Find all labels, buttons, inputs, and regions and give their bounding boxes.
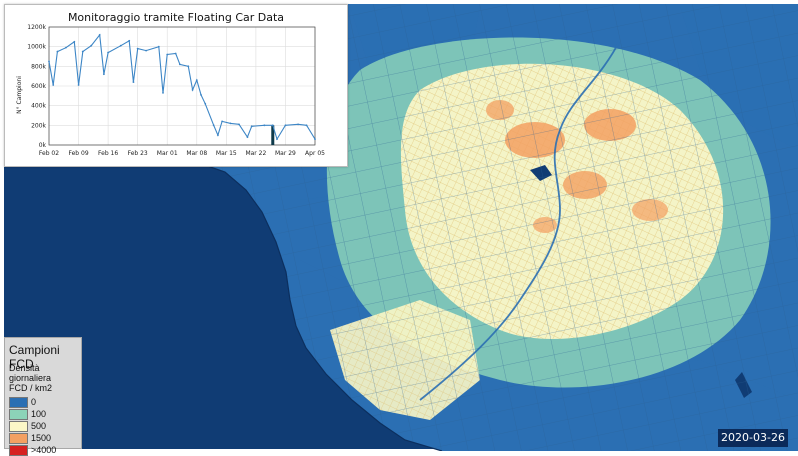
legend-swatch bbox=[9, 397, 28, 408]
data-point bbox=[305, 124, 308, 127]
data-point bbox=[90, 44, 93, 47]
chart-gridlines bbox=[48, 26, 316, 146]
data-point bbox=[73, 40, 76, 43]
data-point bbox=[229, 122, 232, 125]
x-tick-label: Feb 23 bbox=[128, 150, 148, 157]
data-point bbox=[297, 123, 300, 126]
date-badge: 2020-03-26 bbox=[718, 429, 788, 447]
y-tick-label: 800k bbox=[31, 63, 46, 70]
legend-swatch bbox=[9, 421, 28, 432]
x-tick-label: Mar 15 bbox=[216, 150, 237, 157]
data-point bbox=[178, 63, 181, 66]
chart-title: Monitoraggio tramite Floating Car Data bbox=[67, 11, 285, 24]
land-group bbox=[120, 4, 798, 451]
data-point bbox=[98, 33, 101, 36]
data-point bbox=[77, 84, 80, 86]
legend-label: 0 bbox=[31, 397, 37, 407]
data-point bbox=[81, 50, 84, 53]
x-tick-label: Mar 22 bbox=[245, 150, 266, 157]
chart-series bbox=[48, 33, 316, 141]
data-point bbox=[246, 136, 249, 139]
data-point bbox=[263, 124, 266, 127]
x-tick-label: Mar 29 bbox=[275, 150, 296, 157]
data-point bbox=[191, 89, 194, 91]
data-point bbox=[145, 49, 148, 52]
data-point bbox=[284, 124, 287, 127]
series-line bbox=[48, 33, 316, 141]
x-tick-label: Feb 02 bbox=[39, 150, 59, 157]
legend-swatch bbox=[9, 409, 28, 420]
data-point bbox=[314, 138, 316, 141]
data-point bbox=[162, 91, 164, 94]
date-marker bbox=[271, 125, 275, 145]
data-point bbox=[48, 60, 50, 63]
data-point bbox=[136, 47, 139, 50]
y-tick-label: 600k bbox=[31, 83, 46, 90]
data-point bbox=[64, 46, 67, 49]
data-point bbox=[212, 124, 215, 127]
data-point bbox=[271, 124, 274, 127]
data-point bbox=[174, 52, 177, 55]
chart-axes bbox=[48, 26, 316, 146]
data-point bbox=[132, 81, 135, 83]
data-point bbox=[216, 134, 219, 137]
data-point bbox=[107, 51, 110, 54]
x-tick-label: Feb 09 bbox=[68, 150, 88, 157]
y-tick-label: 0k bbox=[39, 142, 47, 149]
data-point bbox=[250, 125, 253, 128]
data-point bbox=[200, 93, 202, 96]
x-tick-label: Mar 08 bbox=[186, 150, 207, 157]
y-tick-label: 1200k bbox=[27, 24, 46, 31]
y-axis-label: N° Campioni bbox=[16, 76, 23, 114]
x-tick-label: Apr 05 bbox=[305, 150, 325, 157]
legend-swatch bbox=[9, 433, 28, 444]
legend-label: 1500 bbox=[31, 433, 52, 443]
data-point bbox=[204, 102, 207, 105]
data-point bbox=[128, 39, 131, 42]
current-date-marker bbox=[271, 125, 275, 145]
data-point bbox=[238, 123, 240, 126]
legend-label: >4000 bbox=[31, 445, 57, 455]
x-tick-label: Feb 16 bbox=[98, 150, 118, 157]
y-tick-labels: 0k 200k 400k 600k 800k 1000k 1200k bbox=[27, 24, 46, 149]
x-tick-label: Mar 01 bbox=[157, 150, 178, 157]
data-point bbox=[157, 45, 160, 48]
data-point bbox=[166, 53, 169, 56]
legend-label: 500 bbox=[31, 421, 47, 431]
y-tick-label: 400k bbox=[31, 103, 46, 110]
y-tick-label: 1000k bbox=[27, 44, 46, 51]
legend-label: 100 bbox=[31, 409, 47, 419]
y-tick-label: 200k bbox=[31, 122, 46, 129]
legend-subtitle: Densità giornaliera FCD / km2 bbox=[9, 363, 53, 393]
data-point bbox=[56, 50, 59, 53]
chart-inset: Monitoraggio tramite Floating Car Data 0… bbox=[4, 4, 348, 167]
data-point bbox=[187, 65, 190, 68]
data-point bbox=[102, 73, 105, 76]
map-legend: Campioni FCD Densità giornaliera FCD / k… bbox=[4, 337, 82, 456]
data-point bbox=[221, 120, 224, 123]
data-point bbox=[119, 44, 122, 47]
legend-title: Campioni FCD bbox=[9, 343, 60, 371]
data-point bbox=[276, 138, 278, 141]
x-tick-labels: Feb 02 Feb 09 Feb 16 Feb 23 Mar 01 Mar 08 Mar … bbox=[39, 150, 325, 157]
plot-frame bbox=[48, 26, 316, 146]
data-point bbox=[195, 79, 198, 81]
data-point bbox=[52, 84, 55, 86]
